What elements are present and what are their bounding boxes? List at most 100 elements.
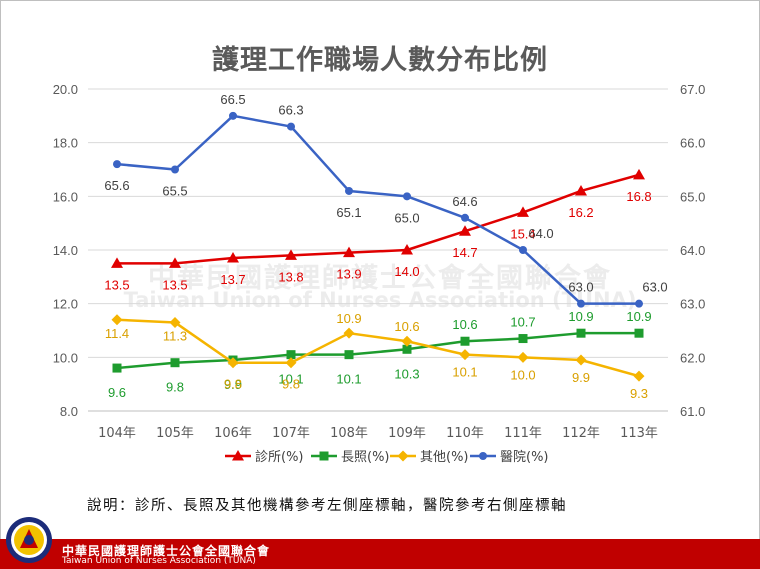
series-長照: 9.6 9.8 9.9 10.1 10.1 10.310.6 10.7 10.9 10.9	[108, 309, 652, 400]
data-point-marker	[459, 349, 471, 361]
x-tick-label: 111年	[504, 426, 542, 441]
data-label: 10.1	[452, 365, 477, 380]
data-label: 66.3	[278, 103, 303, 118]
data-point-marker	[343, 327, 355, 339]
data-label: 16.8	[626, 189, 651, 204]
data-label: 65.5	[162, 184, 187, 199]
x-tick-label: 104年	[98, 426, 136, 441]
series-line	[116, 114, 639, 305]
legend-item: 長照(%)	[311, 450, 390, 465]
data-point-marker	[169, 316, 181, 328]
data-label: 10.6	[394, 319, 419, 334]
data-point-marker	[633, 370, 645, 382]
data-label: 13.5	[162, 277, 187, 292]
data-point-marker	[287, 122, 295, 131]
data-label: 13.5	[104, 277, 129, 292]
data-point-marker	[319, 451, 329, 461]
y-right-tick-label: 61.0	[680, 404, 705, 419]
legend-label: 長照(%)	[341, 450, 390, 465]
y-right-tick-label: 65.0	[680, 189, 705, 204]
chart-title: 護理工作職場人數分布比例	[212, 45, 548, 76]
series-醫院: 65.6 65.5 66.5 66.3 65.1 65.0 64.6 64.0 63.0 63.0	[104, 92, 668, 308]
data-point-marker	[402, 344, 412, 354]
legend-item: 醫院(%)	[470, 450, 549, 465]
data-point-marker	[635, 299, 643, 308]
data-label: 11.3	[163, 328, 187, 343]
data-label: 13.7	[220, 272, 245, 287]
data-point-marker	[343, 246, 355, 258]
axis-note: 說明：診所、長照及其他機構參考左側座標軸，醫院參考右側座標軸	[87, 498, 567, 514]
data-point-marker	[517, 351, 529, 363]
data-label: 9.9	[224, 377, 242, 392]
footer-bar: 中華民國護理師護士公會全國聯合會 Taiwan Union of Nurses …	[0, 517, 760, 569]
data-label: 14.0	[394, 264, 419, 279]
series-line	[116, 318, 640, 378]
data-label: 10.3	[394, 366, 419, 381]
data-label: 10.0	[510, 367, 535, 382]
data-label: 66.5	[220, 92, 245, 107]
data-label: 16.2	[568, 205, 593, 220]
data-point-marker	[344, 350, 354, 360]
data-label: 10.1	[278, 372, 303, 387]
data-label: 13.8	[278, 269, 303, 284]
data-point-marker	[401, 335, 413, 347]
data-point-marker	[113, 160, 121, 169]
data-label: 64.0	[528, 226, 553, 241]
y-right-tick-label: 64.0	[680, 243, 705, 258]
data-point-marker	[403, 192, 411, 201]
series-診所: 13.5 13.5 13.7 13.8 13.9 14.0 14.7 15.4 16.2 16.8	[104, 168, 652, 292]
data-point-marker	[171, 165, 179, 174]
data-point-marker	[227, 357, 239, 369]
line-chart: 8.0 10.0 12.0 14.0 16.0 18.0 20.0 61.0 62.0 63.0…	[53, 82, 706, 465]
data-label: 10.1	[336, 372, 361, 387]
x-tick-label: 113年	[620, 426, 658, 441]
data-point-marker	[517, 206, 529, 217]
data-label: 65.1	[336, 205, 361, 220]
y-left-tick-label: 18.0	[53, 136, 78, 151]
data-label: 10.9	[336, 311, 361, 326]
data-point-marker	[575, 184, 587, 196]
data-point-marker	[401, 244, 413, 255]
data-point-marker	[285, 249, 297, 260]
data-label: 10.7	[510, 315, 535, 330]
data-point-marker	[397, 450, 409, 462]
data-label: 9.8	[224, 377, 242, 392]
footer-org-name-zh: 中華民國護理師護士公會全國聯合會	[62, 544, 271, 558]
data-point-marker	[286, 350, 296, 360]
y-left-tick-label: 8.0	[60, 404, 78, 419]
legend-item: 診所(%)	[225, 449, 304, 465]
data-label: 10.6	[452, 317, 477, 332]
footer-org-name-en: Taiwan Union of Nurses Association (TUNA…	[62, 556, 256, 566]
series-layer: 13.5 13.5 13.7 13.8 13.9 14.0 14.7 15.4 16.2 16.8…	[104, 92, 667, 401]
data-point-marker	[634, 328, 644, 338]
series-其他: 11.4 11.3 9.8 9.8 10.9 10.6 10.1 10.0 9.9 9.3	[105, 311, 648, 401]
data-point-marker	[285, 357, 297, 369]
data-point-marker	[227, 252, 239, 263]
x-tick-label: 106年	[214, 426, 252, 441]
y-left-tick-label: 10.0	[53, 350, 78, 365]
legend: 診所(%) 長照(%) 其他(%) 醫院(%)	[225, 449, 549, 465]
data-label: 9.3	[630, 386, 648, 401]
x-tick-label: 109年	[388, 426, 426, 441]
tuna-logo	[6, 517, 52, 563]
y-right-tick-label: 67.0	[680, 82, 705, 97]
y-axis-right: 61.0 62.0 63.0 64.0 65.0 66.0 67.0	[680, 82, 705, 419]
data-point-marker	[519, 246, 527, 254]
data-label: 9.9	[572, 370, 590, 385]
y-right-tick-label: 62.0	[680, 350, 705, 365]
data-label: 65.0	[394, 210, 419, 225]
data-point-marker	[229, 111, 237, 120]
data-point-marker	[575, 354, 587, 366]
data-label: 11.4	[105, 326, 129, 341]
data-label: 9.6	[108, 385, 126, 400]
data-point-marker	[576, 328, 586, 338]
legend-label: 診所(%)	[255, 449, 304, 465]
y-left-tick-label: 14.0	[53, 243, 78, 258]
data-label: 10.9	[626, 309, 651, 324]
data-label: 9.8	[166, 380, 184, 395]
data-point-marker	[518, 334, 528, 344]
data-point-marker	[345, 186, 353, 195]
data-label: 63.0	[568, 280, 593, 295]
x-axis: 104年 105年 106年 107年 108年 109年 110年 111年 112年 113年	[98, 426, 658, 441]
y-left-tick-label: 12.0	[53, 297, 78, 312]
